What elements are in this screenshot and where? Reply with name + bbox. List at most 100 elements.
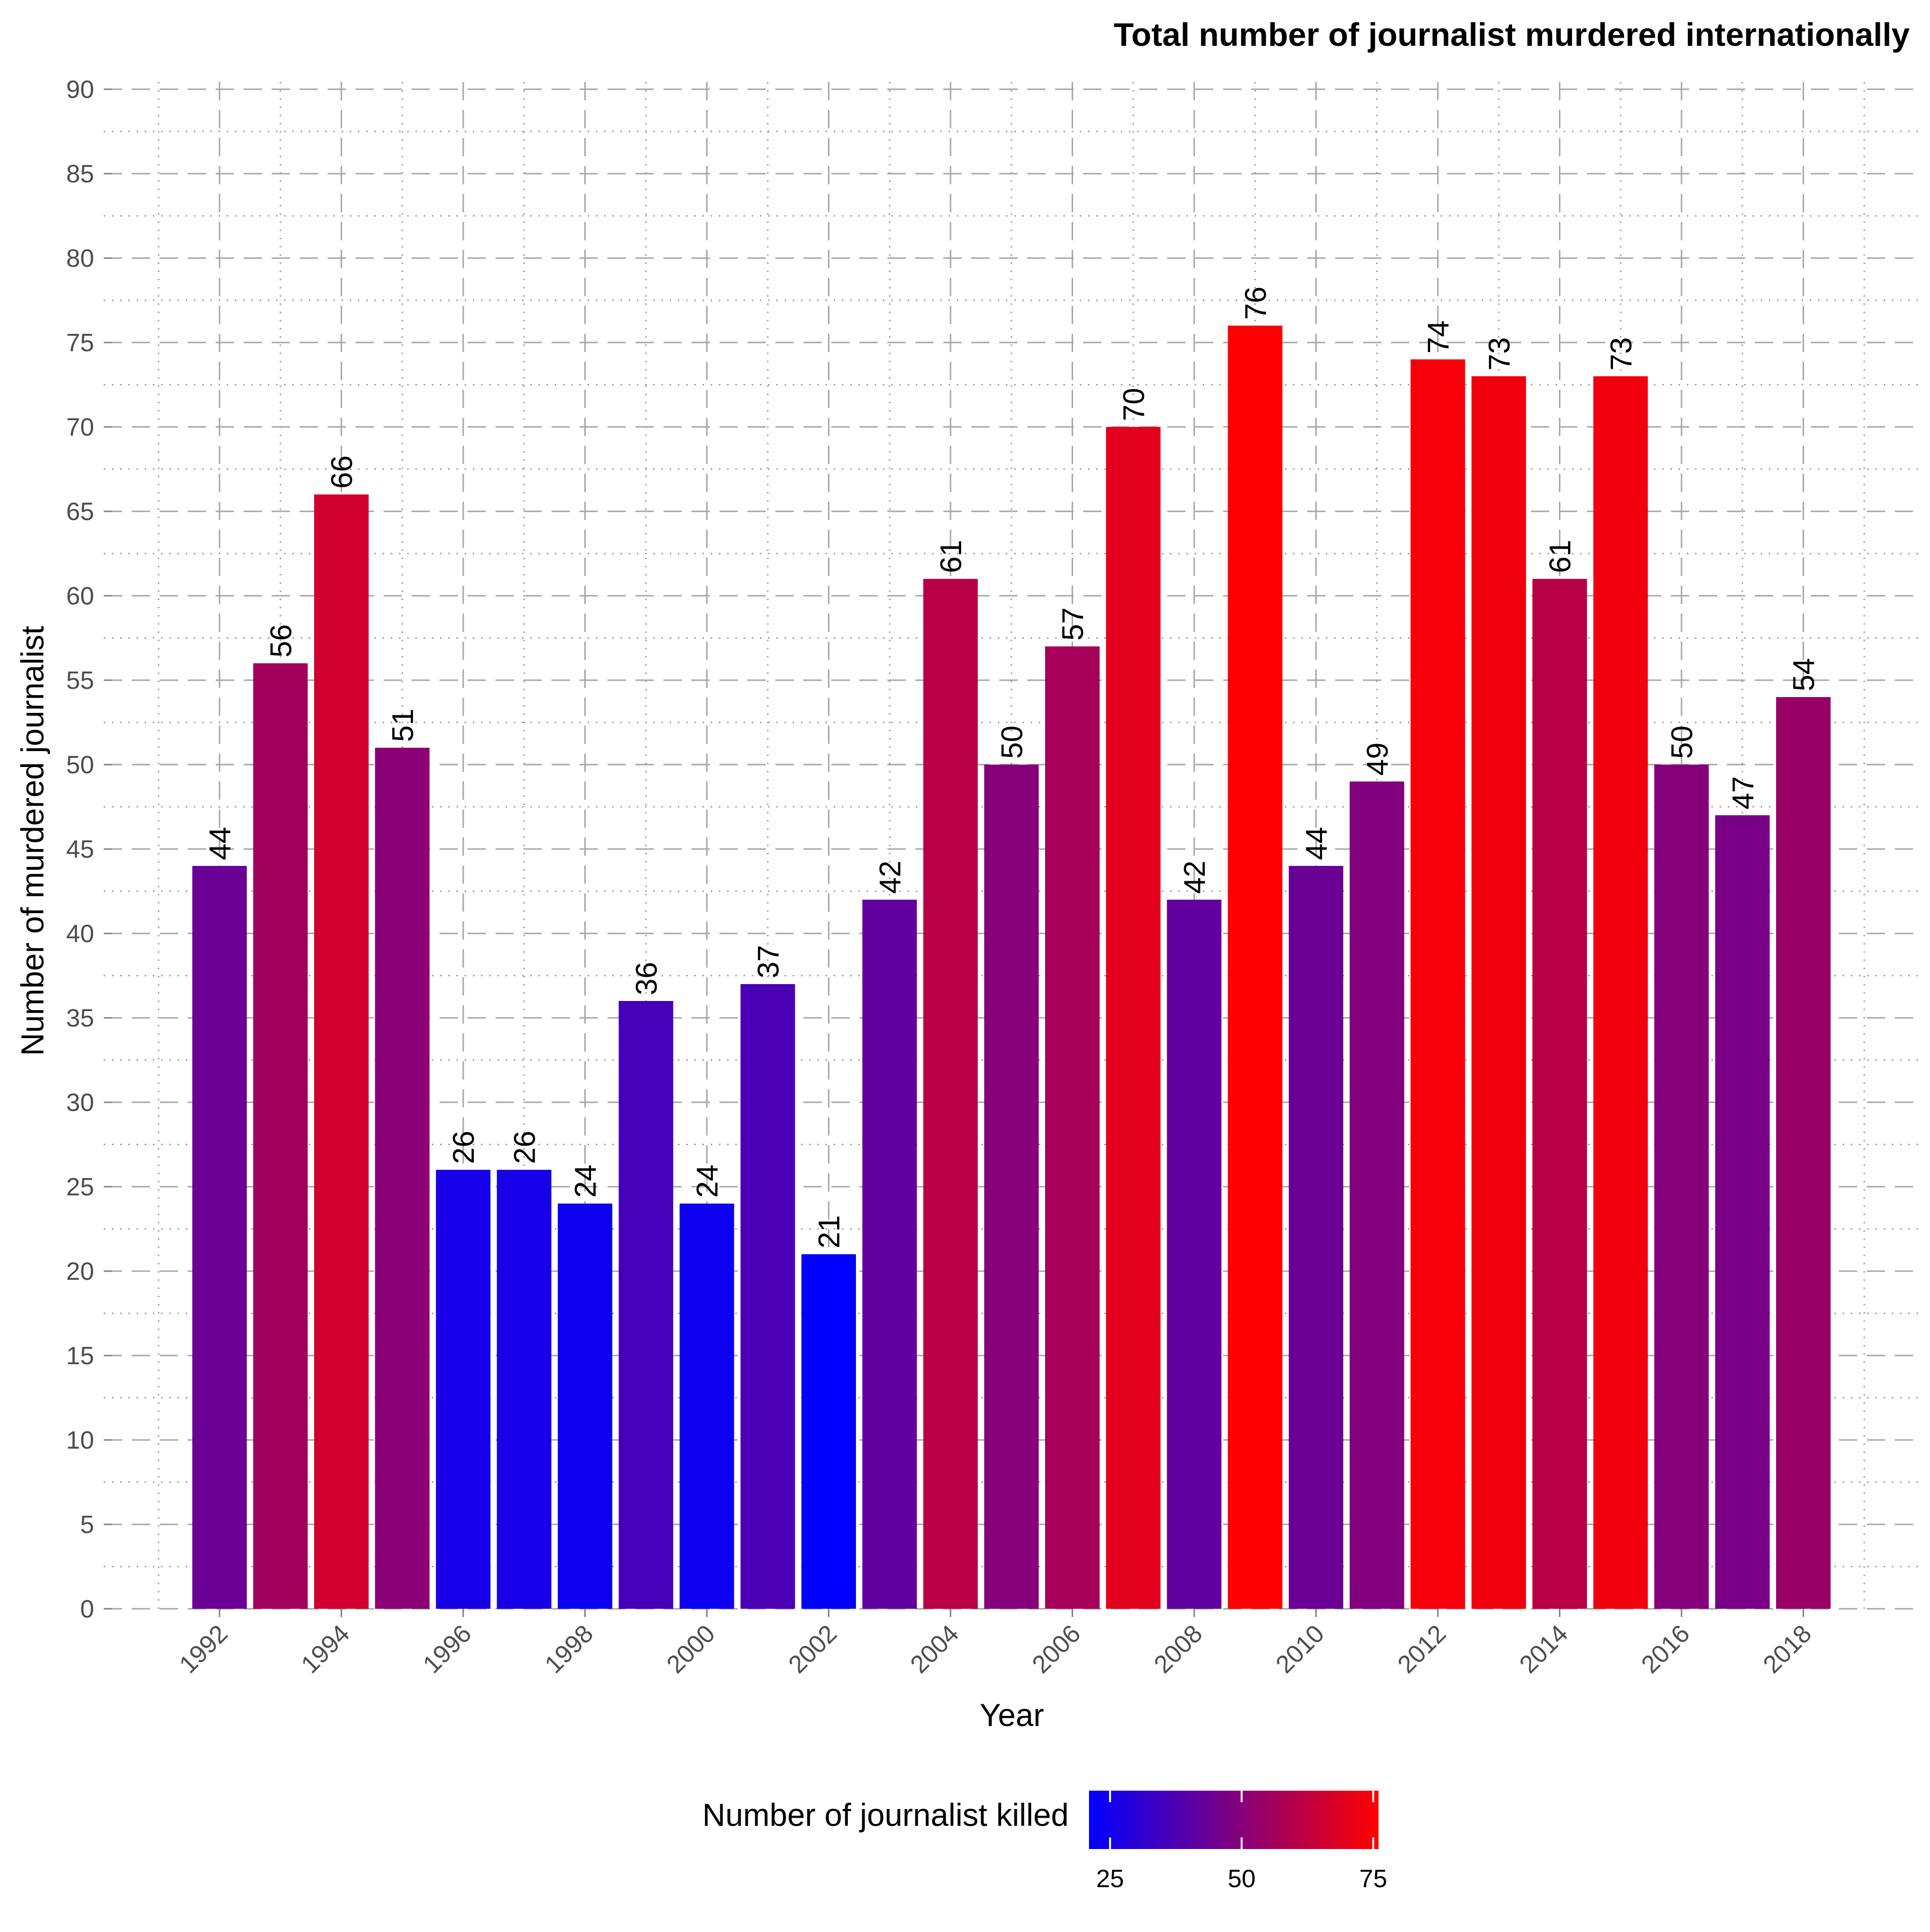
x-tick-label: 1994: [296, 1619, 355, 1679]
bar-value-label: 66: [326, 455, 359, 489]
bar: [1776, 697, 1831, 1609]
y-tick-label: 10: [66, 1426, 94, 1454]
bar-value-label: 61: [1544, 540, 1577, 573]
bar-value-label: 49: [1361, 742, 1394, 776]
x-tick-label: 2000: [662, 1619, 721, 1679]
bar-value-label: 74: [1422, 320, 1455, 354]
y-axis-title: Number of murdered journalist: [14, 626, 50, 1055]
bar: [1472, 376, 1526, 1609]
bar: [1167, 900, 1222, 1609]
y-tick-label: 35: [66, 1004, 94, 1032]
color-legend: Number of journalist killed 25 50 75: [703, 1791, 1387, 1893]
bar: [619, 1001, 673, 1609]
y-tick-label: 60: [66, 582, 94, 610]
bar-value-label: 54: [1788, 658, 1821, 691]
bar: [1715, 815, 1770, 1609]
y-tick-label: 15: [66, 1342, 94, 1370]
bar-value-label: 51: [386, 709, 420, 742]
x-tick-label: 2018: [1758, 1619, 1817, 1679]
bar: [1350, 781, 1404, 1609]
chart-container: 44 56 66 51 26 26 24 36 24 37 21 42 61 50 57 70 42 76 44 49…: [0, 0, 1930, 1930]
bar-value-label: 50: [1666, 726, 1699, 759]
bar: [314, 494, 369, 1609]
bar: [497, 1170, 551, 1609]
y-tick-label: 0: [80, 1595, 94, 1623]
bar-value-label: 26: [508, 1131, 541, 1164]
bar: [558, 1204, 612, 1609]
x-tick-label: 2002: [783, 1619, 842, 1679]
y-axis: 0 5 10 15 20 25 30 35 40 45 50 55 60 65 70 75 80 85 90: [66, 76, 112, 1623]
bar-value-label: 42: [874, 861, 907, 894]
bar-chart: 4456665126 262436243721426150577042764449…: [0, 0, 1930, 1930]
y-tick-label: 50: [66, 751, 94, 779]
bar: [193, 866, 247, 1609]
x-tick-label: 2010: [1270, 1619, 1330, 1679]
x-tick-label: 2012: [1392, 1619, 1452, 1679]
bar: [1106, 427, 1160, 1609]
x-axis-title: Year: [979, 1697, 1044, 1733]
x-tick-label: 2016: [1636, 1619, 1696, 1679]
bar-value-label: 24: [569, 1165, 603, 1198]
x-tick-label: 2008: [1149, 1619, 1208, 1679]
bar-value-label: 47: [1726, 776, 1760, 809]
bar: [801, 1254, 856, 1609]
bar: [1532, 579, 1587, 1609]
y-tick-label: 45: [66, 836, 94, 863]
bar-value-label: 73: [1483, 337, 1516, 370]
bar-value-label: 76: [1239, 287, 1272, 320]
bar: [1593, 376, 1648, 1609]
bar-value-label: 24: [691, 1165, 724, 1198]
y-tick-label: 40: [66, 920, 94, 948]
bar: [436, 1170, 491, 1609]
bar-value-label: 57: [1057, 607, 1090, 641]
bar: [1228, 326, 1282, 1609]
y-tick-label: 20: [66, 1258, 94, 1286]
bar: [741, 984, 795, 1609]
bar-value-label: 44: [1300, 827, 1334, 860]
bar: [1654, 765, 1709, 1609]
x-tick-label: 2014: [1514, 1619, 1573, 1679]
y-tick-label: 85: [66, 160, 94, 188]
y-tick-label: 80: [66, 245, 94, 273]
x-tick-label: 1992: [174, 1619, 234, 1679]
legend-tick-label: 25: [1096, 1865, 1124, 1893]
y-tick-label: 65: [66, 498, 94, 526]
bar: [1411, 359, 1465, 1609]
bar-value-label: 73: [1605, 337, 1638, 370]
bar-value-label: 26: [447, 1131, 481, 1164]
bar: [984, 765, 1039, 1609]
bar-value-label: 50: [995, 726, 1029, 759]
bar-value-label: 21: [813, 1215, 846, 1248]
legend-title: Number of journalist killed: [703, 1797, 1069, 1833]
bar-value-label: 37: [752, 945, 785, 978]
x-tick-label: 2006: [1027, 1619, 1086, 1679]
bar: [1045, 646, 1100, 1609]
x-tick-label: 1996: [418, 1619, 477, 1679]
y-tick-label: 70: [66, 413, 94, 441]
bar-value-label: 61: [935, 540, 968, 573]
bar-value-label: 56: [264, 624, 298, 658]
legend-colorbar: [1089, 1791, 1379, 1849]
bar: [253, 663, 308, 1609]
y-tick-label: 25: [66, 1173, 94, 1201]
y-tick-label: 5: [80, 1511, 94, 1539]
bar: [924, 579, 978, 1609]
legend-tick-label: 75: [1359, 1865, 1387, 1893]
legend-tick-label: 50: [1227, 1865, 1255, 1893]
x-tick-label: 1998: [539, 1619, 599, 1679]
x-tick-label: 2004: [905, 1619, 965, 1679]
bar: [862, 900, 917, 1609]
bar: [1289, 866, 1343, 1609]
bar-value-label: 42: [1178, 861, 1212, 894]
bar-value-label: 36: [630, 962, 663, 995]
bar-value-label: 70: [1117, 388, 1151, 421]
y-tick-label: 55: [66, 667, 94, 695]
chart-title: Total number of journalist murdered inte…: [1114, 16, 1910, 53]
y-tick-label: 75: [66, 329, 94, 357]
y-tick-label: 30: [66, 1089, 94, 1117]
y-tick-label: 90: [66, 76, 94, 104]
x-axis: 1992 1994 1996 1998 2000 2002 2004 2006 2008 2010…: [174, 1609, 1817, 1679]
bar: [680, 1204, 734, 1609]
bar-value-label: 44: [204, 827, 237, 860]
bar: [375, 748, 429, 1609]
